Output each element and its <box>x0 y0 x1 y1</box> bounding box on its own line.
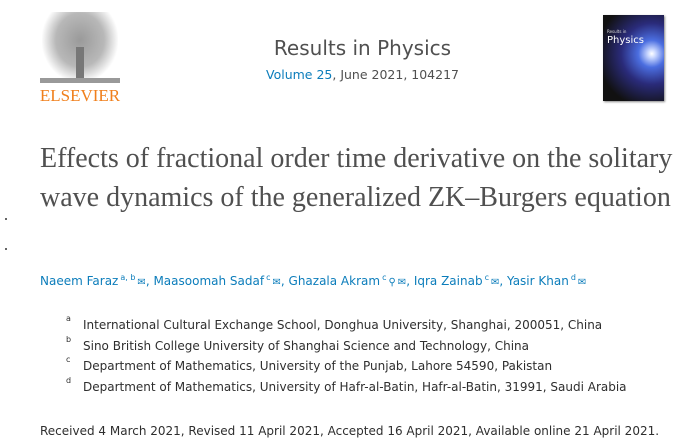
affiliation-ref[interactable]: c <box>266 273 271 282</box>
marker-dot <box>5 248 7 250</box>
article-title: Effects of fractional order time derivat… <box>40 143 673 213</box>
affiliation-text: Department of Mathematics, University of… <box>83 380 627 395</box>
affiliation-text: Sino British College University of Shang… <box>83 338 529 353</box>
volume-info: Volume 25, June 2021, 104217 <box>266 67 459 82</box>
affiliation-label: d <box>66 376 72 386</box>
author-name[interactable]: Yasir Khan <box>507 274 569 288</box>
affiliation-ref[interactable]: c <box>382 273 387 282</box>
author-link[interactable]: Ghazala Akram c ⚲ ✉ <box>288 273 407 288</box>
elsevier-logo[interactable]: ELSEVIER <box>38 12 122 105</box>
affiliation-label: c <box>66 355 71 365</box>
envelope-icon[interactable]: ✉ <box>137 277 146 288</box>
affiliation-text: Department of Mathematics, University of… <box>83 359 553 374</box>
affiliation-ref[interactable]: c <box>484 273 489 282</box>
envelope-icon[interactable]: ✉ <box>272 277 281 288</box>
author-link[interactable]: Maasoomah Sadaf c ✉ <box>153 273 281 288</box>
author-name[interactable]: Naeem Faraz <box>40 274 119 288</box>
publisher-name: ELSEVIER <box>39 86 121 105</box>
author-link[interactable]: Naeem Faraz a, b ✉ <box>40 273 146 288</box>
article-dates: Received 4 March 2021, Revised 11 April … <box>40 424 660 438</box>
author-name[interactable]: Ghazala Akram <box>288 274 381 288</box>
author-link[interactable]: Yasir Khan d ✉ <box>507 273 587 288</box>
envelope-icon[interactable]: ✉ <box>397 277 407 288</box>
author-name[interactable]: Maasoomah Sadaf <box>153 274 265 288</box>
affiliation-ref[interactable]: d <box>570 273 576 282</box>
affiliation-ref[interactable]: a, b <box>120 273 136 282</box>
journal-cover[interactable]: Results in Physics <box>603 15 664 101</box>
envelope-icon[interactable]: ✉ <box>490 277 500 288</box>
person-icon[interactable]: ⚲ <box>388 277 396 288</box>
author-name[interactable]: Iqra Zainab <box>413 274 483 288</box>
affiliation-label: b <box>66 334 72 344</box>
author-list: Naeem Faraz a, b ✉, Maasoomah Sadaf c ✉, Gha… <box>40 273 587 288</box>
author-link[interactable]: Iqra Zainab c ✉ <box>413 273 500 288</box>
journal-title[interactable]: Results in Physics <box>273 36 452 60</box>
envelope-icon[interactable]: ✉ <box>577 277 587 288</box>
marker-dot <box>5 218 7 220</box>
volume-link[interactable]: Volume 25 <box>266 67 333 82</box>
affiliation-text: International Cultural Exchange School, … <box>83 318 603 332</box>
affiliation-label: a <box>66 314 71 323</box>
